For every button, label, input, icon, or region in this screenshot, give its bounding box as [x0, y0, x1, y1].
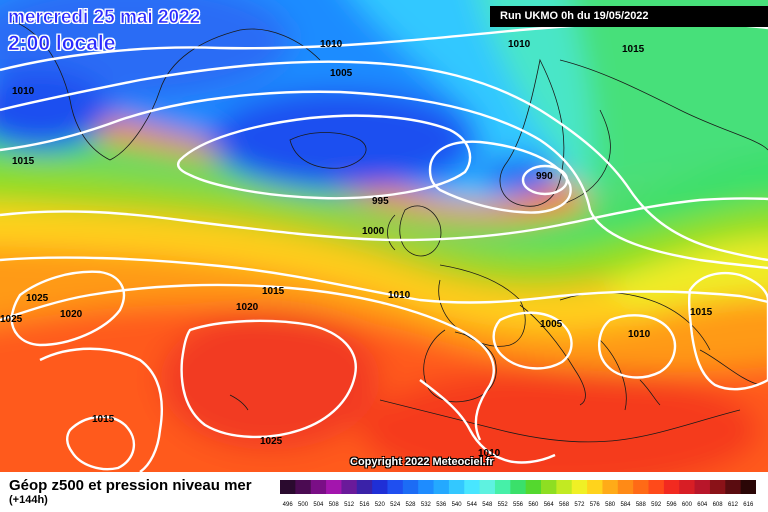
scale-swatch [679, 480, 696, 494]
map-canvas: 1010 1010 1015 1005 1010 1015 1015 995 9… [0, 0, 768, 472]
scale-label: 500 [298, 502, 309, 508]
scale-label: 572 [574, 502, 585, 508]
isobar-label: 1010 [388, 290, 411, 301]
scale-swatch [372, 480, 388, 494]
scale-label: 580 [605, 502, 616, 508]
scale-label: 508 [329, 502, 340, 508]
scale-swatch [341, 480, 358, 494]
isobar-label: 1010 [508, 39, 531, 50]
isobar-label: 1005 [330, 68, 353, 79]
map-footer: Géop z500 et pression niveau mer (+144h)… [0, 472, 768, 512]
scale-label: 576 [590, 502, 601, 508]
weather-map: 1010 1010 1015 1005 1010 1015 1015 995 9… [0, 0, 768, 472]
scale-label: 560 [528, 502, 539, 508]
scale-swatch [295, 480, 312, 494]
isobar-label: 1025 [260, 436, 283, 447]
scale-label: 548 [482, 502, 493, 508]
scale-swatch [326, 480, 342, 494]
scale-label: 556 [513, 502, 524, 508]
scale-swatch [648, 480, 665, 494]
scale-swatch [310, 480, 327, 494]
scale-label: 616 [743, 502, 754, 508]
scale-swatch [617, 480, 634, 494]
isobar-label: 1015 [12, 156, 35, 167]
isobar-label: 1015 [92, 414, 115, 425]
scale-label: 608 [713, 502, 724, 508]
isobar-label: 1010 [478, 448, 501, 459]
scale-label: 520 [375, 502, 386, 508]
isobar-label-layer: 1010 1010 1015 1005 1010 1015 1015 995 9… [0, 8, 713, 459]
isobar-label: 1025 [26, 293, 49, 304]
scale-label: 592 [651, 502, 662, 508]
isobar-label: 1015 [690, 307, 713, 318]
scale-label: 512 [344, 502, 355, 508]
scale-label: 600 [682, 502, 693, 508]
isobar-label: 1025 [0, 314, 23, 325]
forecast-date: mercredi 25 mai 2022 [8, 7, 201, 29]
scale-label: 612 [728, 502, 739, 508]
color-scale: 496 500 504 508 512 516 520 524 528 532 536 540 544 5… [280, 480, 756, 508]
scale-swatch [448, 480, 465, 494]
forecast-range: (+144h) [9, 494, 48, 506]
scale-label: 568 [559, 502, 570, 508]
isobars [0, 20, 768, 472]
isobar-label: 1015 [622, 44, 645, 55]
scale-label: 584 [620, 502, 631, 508]
scale-swatch [510, 480, 527, 494]
geopotential-field [0, 0, 768, 472]
scale-swatch [494, 480, 511, 494]
scale-swatch [571, 480, 588, 494]
scale-swatch [280, 480, 296, 494]
scale-label: 544 [467, 502, 478, 508]
forecast-time: 2:00 locale [8, 32, 116, 56]
scale-swatch [433, 480, 450, 494]
model-run-label: Run UKMO 0h du 19/05/2022 [490, 6, 768, 27]
coastlines [9, 19, 768, 443]
scale-swatch [387, 480, 404, 494]
scale-swatch [541, 480, 557, 494]
scale-swatch [587, 480, 603, 494]
scale-label: 524 [390, 502, 401, 508]
map-title: Géop z500 et pression niveau mer [9, 477, 252, 494]
scale-label: 532 [421, 502, 432, 508]
scale-swatch [418, 480, 435, 494]
scale-swatch [356, 480, 373, 494]
scale-swatch [479, 480, 496, 494]
isobar-label: 1000 [362, 226, 385, 237]
scale-label: 596 [667, 502, 678, 508]
scale-swatch [725, 480, 742, 494]
scale-label: 604 [697, 502, 708, 508]
isobar-label: 1010 [12, 86, 35, 97]
scale-swatch [694, 480, 711, 494]
scale-label: 536 [436, 502, 447, 508]
scale-swatch [602, 480, 619, 494]
scale-label: 496 [283, 502, 294, 508]
scale-label: 504 [313, 502, 324, 508]
scale-label: 552 [498, 502, 509, 508]
scale-swatch [633, 480, 650, 494]
isobar-label: 1010 [628, 329, 651, 340]
scale-swatch [740, 480, 756, 494]
isobar-label: 995 [372, 196, 389, 207]
copyright-text: Copyright 2022 Meteociel.fr [350, 456, 494, 468]
scale-label: 588 [636, 502, 647, 508]
scale-label: 540 [452, 502, 463, 508]
scale-swatch [663, 480, 680, 494]
isobar-label: 1020 [236, 302, 259, 313]
isobar-label: 1005 [540, 319, 563, 330]
isobar-label: 1020 [60, 309, 83, 320]
scale-label: 516 [359, 502, 370, 508]
isobar-label: 1010 [320, 39, 343, 50]
scale-swatch [402, 480, 419, 494]
isobar-label: 1015 [262, 286, 285, 297]
scale-label: 528 [406, 502, 417, 508]
scale-swatch [464, 480, 481, 494]
isobar-label: 990 [536, 171, 553, 182]
scale-label: 564 [544, 502, 555, 508]
scale-swatch [525, 480, 542, 494]
scale-swatch [556, 480, 573, 494]
scale-swatch [709, 480, 726, 494]
